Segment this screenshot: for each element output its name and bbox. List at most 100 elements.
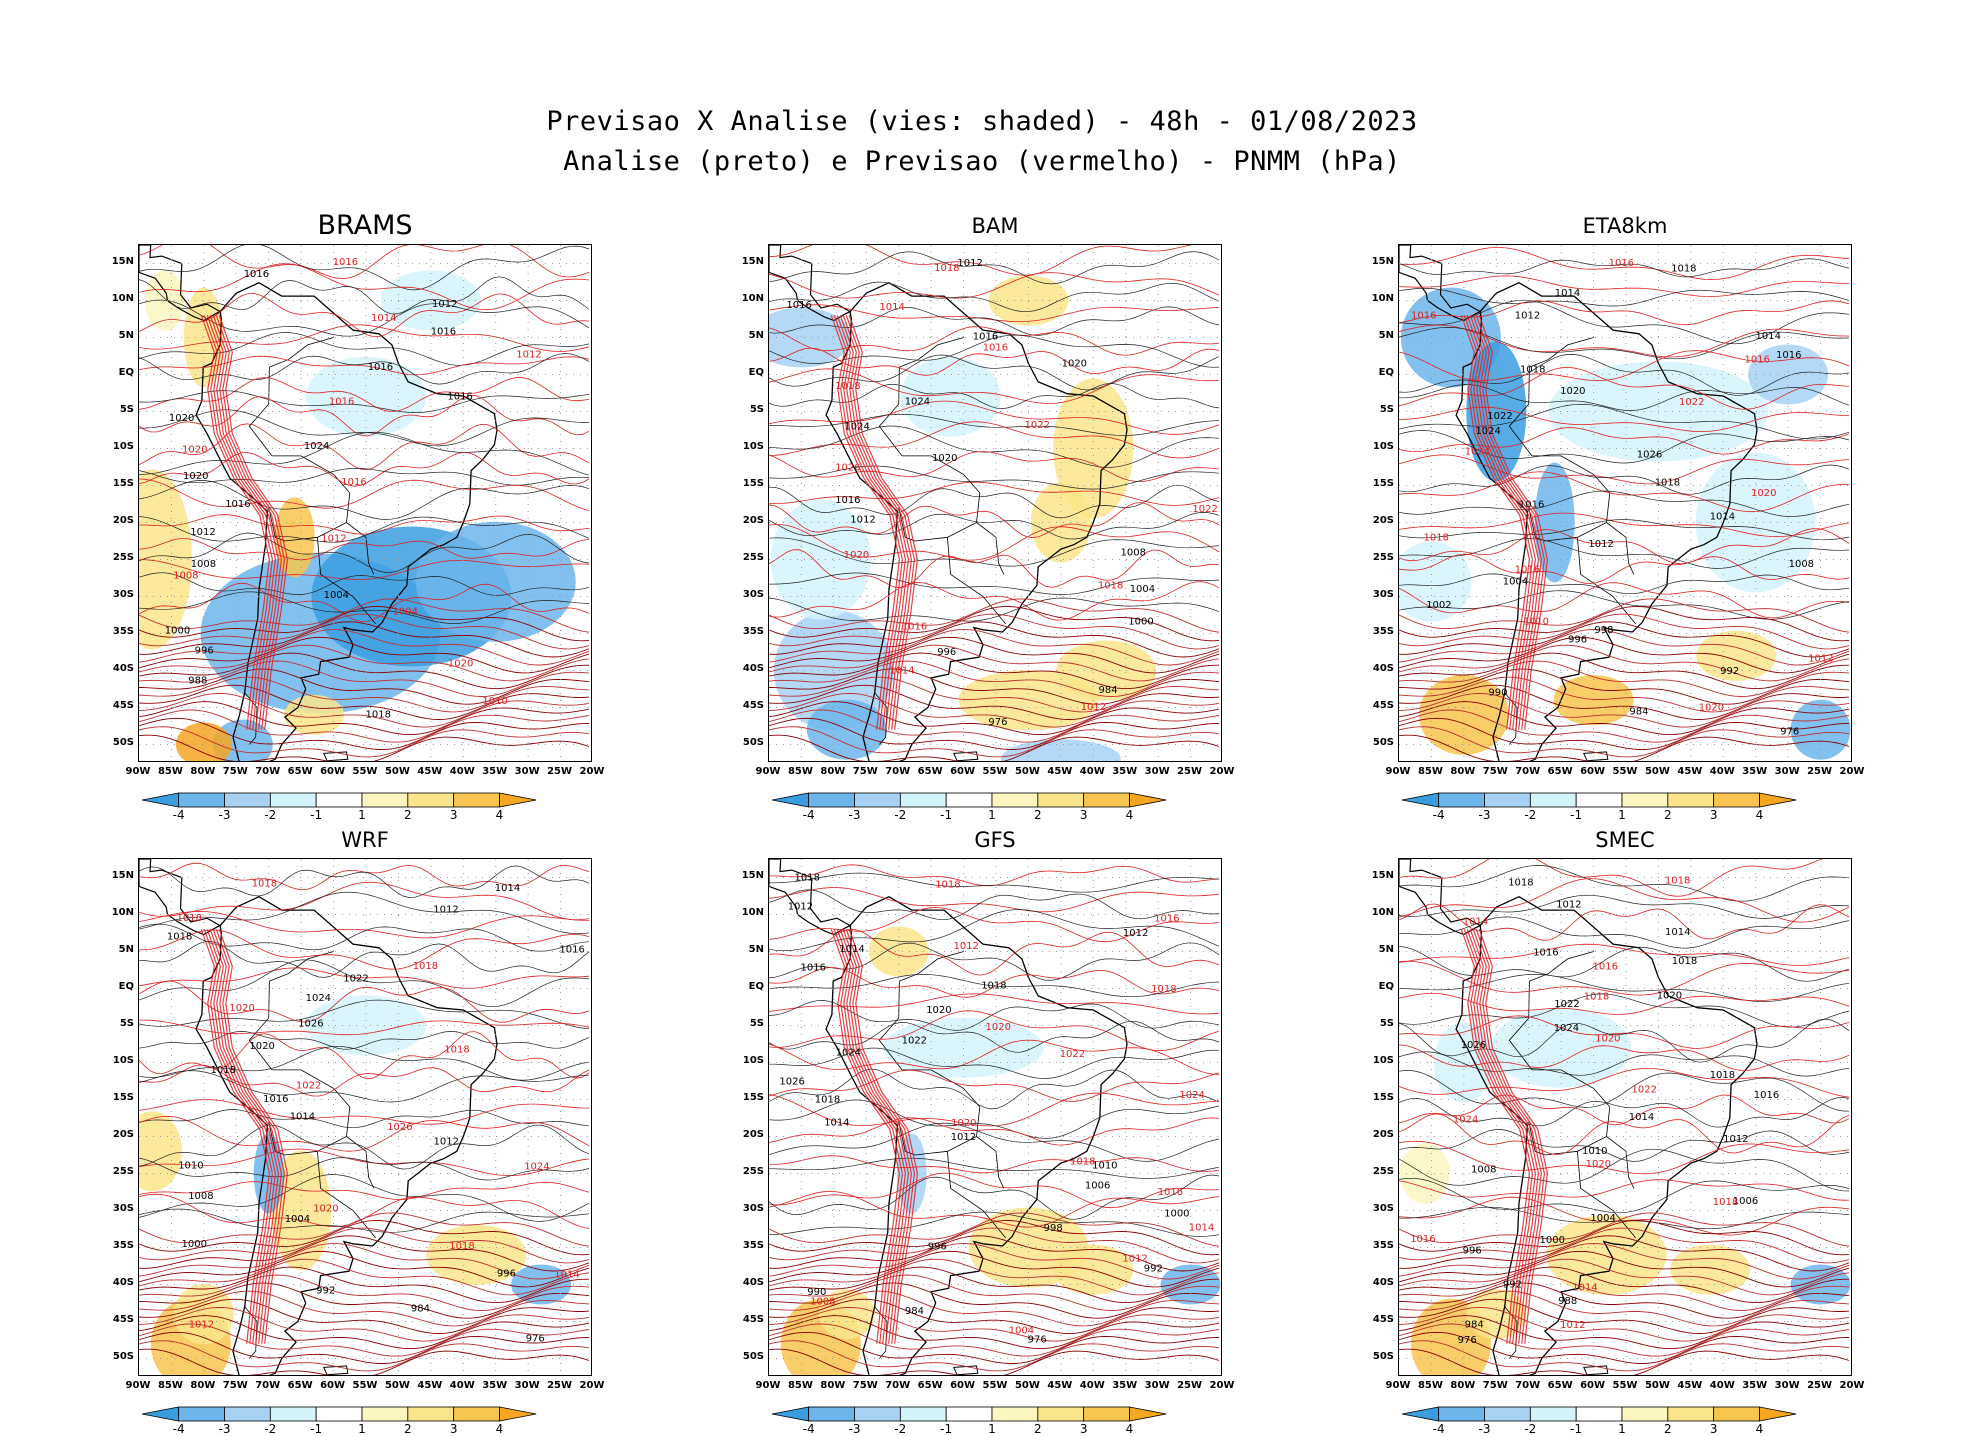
map-panel-brams: 1016 1012 1016 1016 1016 1020 1024 1020 1016 1012… (138, 244, 592, 762)
lat-tick-label: 5S (749, 1017, 764, 1029)
lon-tick-label: 90W (755, 766, 781, 777)
red-contour-label: 1022 (1025, 420, 1050, 431)
black-contour-label: 1018 (1671, 264, 1696, 275)
red-contour-label: 1020 (986, 1022, 1011, 1033)
black-contour-label: 1014 (1629, 1112, 1654, 1123)
lon-tick-label: 50W (384, 766, 410, 777)
black-contour-label: 1026 (298, 1018, 323, 1029)
black-contour-label: 992 (1144, 1263, 1163, 1274)
lat-tick-label: 50S (1372, 736, 1394, 748)
colorbar-label: 3 (449, 1422, 458, 1436)
lon-tick-label: 90W (1385, 1380, 1411, 1391)
lat-tick-label: 5S (1379, 403, 1394, 415)
lat-tick-label: 5S (749, 403, 764, 415)
black-contour-label: 998 (1044, 1223, 1063, 1234)
red-contour-label: 1020 (448, 658, 473, 669)
colorbar-label: 2 (1034, 1422, 1042, 1436)
lat-tick-label: 10N (1371, 906, 1394, 918)
colorbar-swatch (772, 1406, 810, 1422)
red-contour-label: 1012 (1081, 702, 1106, 713)
colorbar-swatch (1713, 1406, 1760, 1422)
colorbar-label: 2 (404, 808, 412, 822)
black-contour-label: 1016 (559, 945, 584, 956)
black-contour-label: 1018 (981, 981, 1006, 992)
colorbar-label: -4 (1432, 808, 1445, 822)
colorbar-label: 1 (988, 808, 996, 822)
colorbar (1402, 1406, 1797, 1422)
red-contour-label: 1016 (329, 396, 354, 407)
lat-tick-label: 15S (1372, 1091, 1394, 1103)
red-contour-label: 1016 (1515, 565, 1540, 576)
lon-tick-label: 75W (1482, 1380, 1508, 1391)
lat-tick-label: 35S (112, 1239, 134, 1251)
colorbar-swatch (1484, 1406, 1531, 1422)
colorbar-swatch (1037, 1406, 1085, 1422)
lon-tick-label: 45W (417, 766, 443, 777)
red-contour-label: 1012 (1808, 653, 1833, 664)
lon-tick-label: 75W (852, 766, 878, 777)
red-contour-label: 1014 (554, 1269, 579, 1280)
colorbar-swatch (945, 792, 993, 808)
lon-tick-label: 80W (1450, 766, 1476, 777)
black-contour-label: 1024 (304, 441, 329, 452)
black-contour-label: 1024 (306, 993, 331, 1004)
colorbar-label: 2 (1664, 808, 1672, 822)
colorbar-swatch (1129, 1406, 1167, 1422)
black-contour-label: 1014 (1665, 927, 1690, 938)
colorbar-swatch (1083, 792, 1130, 808)
lat-tick-label: 25S (1372, 1165, 1394, 1177)
black-contour-label: 1004 (324, 590, 349, 601)
colorbar-label: -1 (1570, 808, 1583, 822)
colorbar-swatch (1575, 792, 1623, 808)
lon-tick-label: 80W (820, 766, 846, 777)
red-contour-label: 1008 (810, 1296, 835, 1307)
lat-tick-label: 40S (1372, 662, 1394, 674)
black-contour-label: 1024 (905, 397, 930, 408)
lon-tick-label: 25W (1177, 1380, 1203, 1391)
black-contour-label: 992 (1720, 666, 1739, 677)
colorbar-label: -1 (310, 808, 323, 822)
lat-tick-label: 5S (1379, 1017, 1394, 1029)
colorbar-label: -4 (172, 1422, 185, 1436)
black-contour-label: 1018 (167, 931, 192, 942)
colorbar-label: 3 (1079, 1422, 1088, 1436)
lat-tick-label: 15N (111, 255, 134, 267)
black-contour-label: 1024 (1554, 1023, 1579, 1034)
black-contour-label: 1018 (1710, 1070, 1735, 1081)
colorbar-swatch (1402, 1406, 1440, 1422)
lon-tick-label: 20W (1209, 766, 1235, 777)
red-contour-label: 1020 (1595, 1034, 1620, 1045)
lon-tick-label: 70W (255, 766, 281, 777)
colorbar (1402, 792, 1797, 808)
black-contour-label: 984 (905, 1306, 924, 1317)
lat-tick-label: 20S (112, 1128, 134, 1140)
lat-tick-label: 10N (111, 292, 134, 304)
red-contour-label: 1022 (296, 1081, 321, 1092)
black-contour-label: 1026 (1637, 450, 1662, 461)
lon-tick-label: 55W (1612, 1380, 1638, 1391)
lat-tick-label: 25S (112, 551, 134, 563)
lat-tick-label: 5N (118, 943, 134, 955)
lon-tick-label: 65W (287, 766, 313, 777)
colorbar-swatch (1037, 792, 1085, 808)
lon-tick-label: 55W (982, 766, 1008, 777)
lon-tick-label: 20W (1209, 1380, 1235, 1391)
black-contour-label: 996 (937, 647, 956, 658)
lon-tick-label: 70W (885, 766, 911, 777)
colorbar-label: 1 (1618, 1422, 1626, 1436)
black-contour-label: 1018 (211, 1065, 236, 1076)
lat-tick-label: 15S (742, 477, 764, 489)
red-contour-label: 1016 (341, 477, 366, 488)
colorbar-swatch (1402, 792, 1440, 808)
colorbar-label: 2 (404, 1422, 412, 1436)
lon-tick-label: 65W (287, 1380, 313, 1391)
black-contour-label: 1002 (1426, 600, 1451, 611)
map-canvas: 1014 1012 1018 1016 1022 1024 1026 1020 1018 1016… (139, 859, 591, 1375)
lat-tick-label: 35S (742, 625, 764, 637)
red-contour-label: 1014 (889, 666, 914, 677)
lat-tick-label: 45S (112, 699, 134, 711)
black-contour-label: 984 (1465, 1320, 1484, 1331)
colorbar-swatch (361, 1406, 409, 1422)
lon-tick-label: 55W (982, 1380, 1008, 1391)
red-contour-label: 1020 (313, 1204, 338, 1215)
